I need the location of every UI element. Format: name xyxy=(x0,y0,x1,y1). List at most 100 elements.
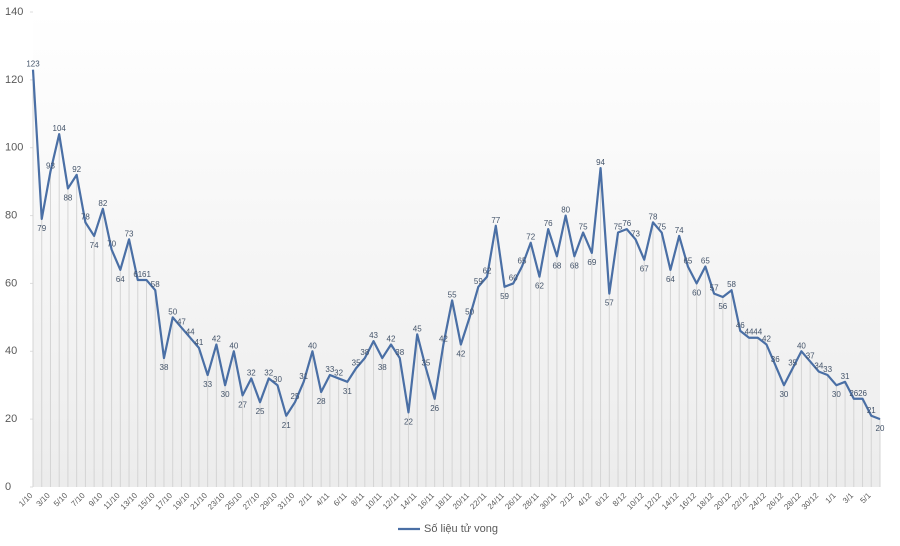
data-label: 67 xyxy=(640,265,649,274)
x-tick-label: 21/10 xyxy=(189,491,210,512)
data-label: 62 xyxy=(483,267,492,276)
data-label: 42 xyxy=(762,335,771,344)
data-label: 21 xyxy=(867,406,876,415)
data-label: 26 xyxy=(849,389,858,398)
data-label: 72 xyxy=(526,233,535,242)
x-tick-label: 5/10 xyxy=(52,491,70,509)
x-tick-label: 10/12 xyxy=(625,491,646,512)
data-label: 35 xyxy=(788,358,797,367)
data-label: 92 xyxy=(72,165,81,174)
x-tick-label: 28/11 xyxy=(521,491,541,511)
data-label: 64 xyxy=(666,275,675,284)
data-label: 42 xyxy=(439,335,448,344)
data-label: 94 xyxy=(596,158,605,167)
data-label: 42 xyxy=(387,335,396,344)
data-label: 55 xyxy=(448,290,457,299)
data-label: 68 xyxy=(570,261,579,270)
x-tick-label: 23/10 xyxy=(206,491,227,512)
x-tick-label: 4/12 xyxy=(576,491,594,509)
x-tick-label: 3/10 xyxy=(34,491,52,509)
data-label: 75 xyxy=(657,223,666,232)
data-label: 31 xyxy=(343,387,352,396)
x-tick-label: 15/10 xyxy=(136,491,157,512)
x-tick-label: 24/12 xyxy=(747,491,768,512)
data-label: 40 xyxy=(797,341,806,350)
data-label: 50 xyxy=(168,307,177,316)
data-label: 26 xyxy=(430,404,439,413)
plot-area xyxy=(33,12,880,487)
data-label: 40 xyxy=(229,341,238,350)
data-label: 38 xyxy=(378,363,387,372)
data-label: 35 xyxy=(352,358,361,367)
data-label: 74 xyxy=(675,226,684,235)
data-label: 76 xyxy=(622,219,631,228)
x-tick-label: 16/11 xyxy=(416,491,436,511)
data-label: 28 xyxy=(317,397,326,406)
data-label: 38 xyxy=(160,363,169,372)
x-tick-label: 17/10 xyxy=(154,491,175,512)
x-tick-label: 12/11 xyxy=(381,491,401,511)
data-label: 44 xyxy=(745,328,754,337)
data-label: 82 xyxy=(98,199,107,208)
data-label: 35 xyxy=(421,358,430,367)
x-tick-label: 10/11 xyxy=(364,491,384,511)
data-label: 123 xyxy=(26,60,40,69)
data-label: 30 xyxy=(273,375,282,384)
data-label: 33 xyxy=(325,365,334,374)
x-tick-label: 5/1 xyxy=(858,491,873,506)
x-tick-label: 22/11 xyxy=(468,491,488,511)
data-label: 78 xyxy=(649,212,658,221)
data-label: 37 xyxy=(806,351,815,360)
data-label: 22 xyxy=(404,417,413,426)
y-tick-label: 60 xyxy=(5,277,17,289)
x-tick-label: 19/10 xyxy=(171,491,192,512)
data-label: 65 xyxy=(518,256,527,265)
data-label: 77 xyxy=(491,216,500,225)
data-label: 76 xyxy=(544,219,553,228)
data-label: 73 xyxy=(631,229,640,238)
data-label: 34 xyxy=(814,362,823,371)
data-label: 44 xyxy=(186,328,195,337)
x-tick-label: 7/10 xyxy=(69,491,87,509)
x-tick-label: 3/1 xyxy=(841,491,856,506)
data-label: 74 xyxy=(90,241,99,250)
data-label: 60 xyxy=(692,288,701,297)
data-label: 46 xyxy=(736,321,745,330)
data-label: 33 xyxy=(823,365,832,374)
x-tick-label: 18/12 xyxy=(695,491,716,512)
x-tick-label: 6/12 xyxy=(593,491,611,509)
data-label: 38 xyxy=(395,348,404,357)
data-label: 33 xyxy=(203,380,212,389)
data-label: 30 xyxy=(779,390,788,399)
x-tick-label: 13/10 xyxy=(119,491,140,512)
y-tick-label: 120 xyxy=(5,74,23,86)
x-tick-label: 2/11 xyxy=(297,491,314,508)
data-label: 61 xyxy=(142,270,151,279)
y-tick-label: 20 xyxy=(5,413,17,425)
x-tick-label: 24/11 xyxy=(486,491,506,511)
data-label: 68 xyxy=(552,261,561,270)
data-label: 41 xyxy=(194,338,203,347)
x-tick-label: 26/11 xyxy=(503,491,523,511)
x-tick-label: 26/12 xyxy=(765,491,786,512)
data-label: 30 xyxy=(832,390,841,399)
data-label: 65 xyxy=(701,256,710,265)
data-label: 61 xyxy=(133,270,142,279)
x-tick-label: 16/12 xyxy=(678,491,699,512)
data-label: 36 xyxy=(771,355,780,364)
x-tick-label: 11/10 xyxy=(102,491,122,511)
data-label: 62 xyxy=(535,282,544,291)
data-label: 79 xyxy=(37,224,46,233)
data-label: 30 xyxy=(221,390,230,399)
x-tick-label: 1/1 xyxy=(824,491,839,506)
data-label: 27 xyxy=(238,400,247,409)
x-tick-label: 25/10 xyxy=(223,491,244,512)
data-label: 93 xyxy=(46,161,55,170)
data-label: 42 xyxy=(212,335,221,344)
x-tick-label: 12/12 xyxy=(643,491,664,512)
data-label: 42 xyxy=(456,350,465,359)
data-label: 69 xyxy=(587,258,596,267)
data-label: 65 xyxy=(683,256,692,265)
y-tick-label: 140 xyxy=(5,6,23,18)
